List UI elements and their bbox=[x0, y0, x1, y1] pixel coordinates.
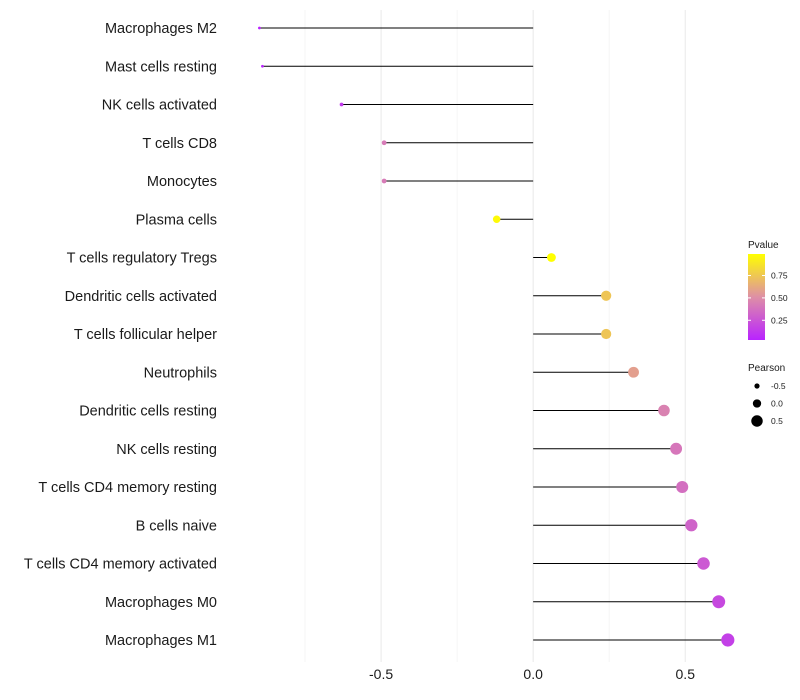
pearson-key-label: 0.0 bbox=[771, 399, 783, 409]
category-label: T cells CD8 bbox=[142, 136, 217, 152]
category-label: Plasma cells bbox=[136, 212, 217, 228]
pearson-legend-title: Pearson bbox=[748, 363, 785, 374]
category-label: Neutrophils bbox=[144, 365, 217, 381]
grid-layer bbox=[304, 10, 686, 662]
lollipop-point bbox=[339, 102, 344, 107]
lollipop-point bbox=[258, 26, 261, 30]
pearson-key-label: 0.5 bbox=[771, 416, 783, 426]
lollipop-point bbox=[601, 328, 612, 340]
category-label: T cells CD4 memory activated bbox=[24, 557, 217, 573]
lollipop-point bbox=[381, 140, 387, 146]
lollipop-point bbox=[492, 215, 501, 224]
x-tick-label: 0.0 bbox=[523, 666, 543, 682]
pvalue-legend: Pvalue 0.25 0.50 0.75 bbox=[748, 240, 788, 340]
pvalue-legend-ticks: 0.25 0.50 0.75 bbox=[748, 271, 788, 325]
pearson-key-dot bbox=[752, 399, 762, 408]
lollipop-point bbox=[628, 366, 639, 378]
segment-layer bbox=[259, 27, 728, 641]
pvalue-tick-label: 0.75 bbox=[771, 271, 788, 281]
pvalue-legend-title: Pvalue bbox=[748, 240, 779, 251]
lollipop-point bbox=[601, 290, 612, 301]
x-tick-label: 0.5 bbox=[676, 666, 696, 682]
pvalue-colorbar bbox=[748, 254, 765, 340]
pearson-key-dot bbox=[754, 383, 760, 389]
lollipop-point bbox=[697, 557, 710, 570]
lollipop-point bbox=[261, 64, 264, 68]
pvalue-tick-label: 0.25 bbox=[771, 315, 788, 325]
point-layer bbox=[258, 26, 735, 647]
x-tick-label: -0.5 bbox=[369, 666, 393, 682]
category-label: Macrophages M0 bbox=[105, 595, 217, 611]
category-label: Dendritic cells resting bbox=[79, 404, 217, 420]
category-label: T cells CD4 memory resting bbox=[38, 480, 217, 496]
lollipop-point bbox=[721, 633, 735, 647]
category-label: Mast cells resting bbox=[105, 59, 217, 75]
lollipop-point bbox=[712, 595, 726, 609]
category-label: T cells regulatory Tregs bbox=[67, 251, 217, 267]
x-axis-ticks: -0.5 0.0 0.5 bbox=[369, 666, 695, 682]
category-labels: Macrophages M2 Mast cells resting NK cells… bbox=[24, 21, 217, 649]
category-label: Macrophages M2 bbox=[105, 21, 217, 37]
lollipop-point bbox=[381, 178, 387, 184]
pvalue-tick-label: 0.50 bbox=[771, 293, 788, 303]
lollipop-point bbox=[658, 404, 670, 417]
category-label: NK cells activated bbox=[102, 98, 217, 114]
category-label: T cells follicular helper bbox=[74, 327, 217, 343]
pearson-legend: Pearson -0.5 0.0 0.5 bbox=[748, 363, 786, 427]
pearson-legend-keys: -0.5 0.0 0.5 bbox=[751, 381, 786, 427]
category-label: Dendritic cells activated bbox=[65, 289, 217, 305]
category-label: B cells naive bbox=[136, 518, 217, 534]
category-label: NK cells resting bbox=[116, 442, 217, 458]
lollipop-point bbox=[676, 480, 689, 494]
lollipop-point bbox=[546, 253, 556, 262]
category-label: Macrophages M1 bbox=[105, 633, 217, 649]
category-label: Monocytes bbox=[147, 174, 217, 190]
lollipop-point bbox=[670, 442, 683, 455]
pearson-key-label: -0.5 bbox=[771, 381, 786, 391]
lollipop-point bbox=[685, 519, 698, 532]
pearson-key-dot bbox=[751, 415, 763, 427]
